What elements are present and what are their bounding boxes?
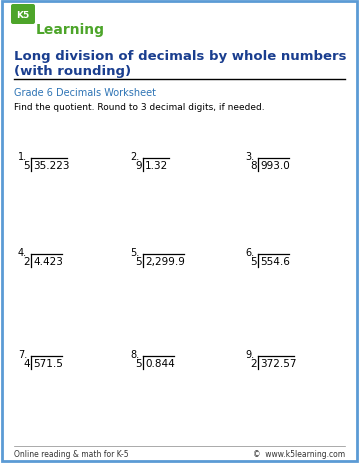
Text: 2.: 2. [130,152,139,162]
Text: 2,299.9: 2,299.9 [145,257,185,266]
Text: 5: 5 [135,358,142,368]
Text: 5: 5 [23,161,30,171]
Text: 554.6: 554.6 [260,257,290,266]
Text: 7.: 7. [18,349,27,359]
Text: 993.0: 993.0 [260,161,290,171]
Text: K5: K5 [17,11,30,20]
Text: 571.5: 571.5 [33,358,63,368]
Text: ©  www.k5learning.com: © www.k5learning.com [253,450,345,458]
FancyBboxPatch shape [11,5,35,25]
Text: 5.: 5. [130,247,139,257]
Text: Online reading & math for K-5: Online reading & math for K-5 [14,450,129,458]
Text: 1.32: 1.32 [145,161,168,171]
Text: 372.57: 372.57 [260,358,297,368]
Text: 35.223: 35.223 [33,161,70,171]
Text: Long division of decimals by whole numbers: Long division of decimals by whole numbe… [14,50,346,63]
Text: 9.: 9. [245,349,254,359]
Text: 8.: 8. [130,349,139,359]
Text: (with rounding): (with rounding) [14,65,131,78]
Text: 4.: 4. [18,247,27,257]
Text: 2: 2 [250,358,257,368]
Text: 5: 5 [250,257,257,266]
Text: 4.423: 4.423 [33,257,63,266]
Text: 1.: 1. [18,152,27,162]
Text: Learning: Learning [36,23,105,37]
Text: 8: 8 [250,161,257,171]
Text: 3.: 3. [245,152,254,162]
Text: 9: 9 [135,161,142,171]
Text: 0.844: 0.844 [145,358,175,368]
Text: 6.: 6. [245,247,254,257]
Text: 4: 4 [23,358,30,368]
Text: Find the quotient. Round to 3 decimal digits, if needed.: Find the quotient. Round to 3 decimal di… [14,103,265,112]
Text: 2: 2 [23,257,30,266]
Text: Grade 6 Decimals Worksheet: Grade 6 Decimals Worksheet [14,88,156,98]
Text: 5: 5 [135,257,142,266]
